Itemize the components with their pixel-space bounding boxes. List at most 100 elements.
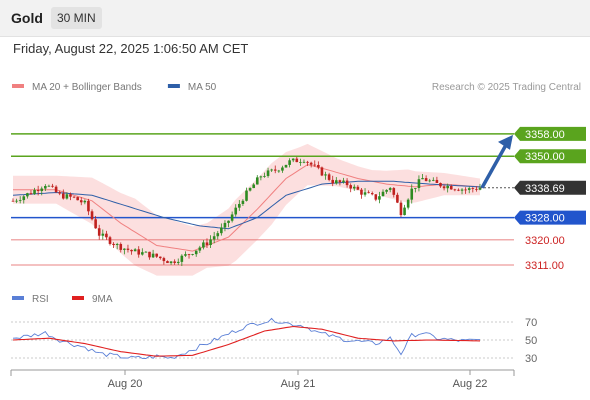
rsi-line — [12, 317, 481, 359]
candle-body — [87, 200, 90, 212]
candle-body — [223, 222, 227, 228]
candle-body — [105, 233, 108, 238]
candle-body — [410, 188, 414, 200]
candle-body — [15, 200, 18, 202]
candle-body — [176, 261, 180, 263]
candle-body — [403, 207, 406, 216]
candle-body — [126, 248, 130, 250]
candle-body — [449, 185, 453, 190]
candle-body — [79, 200, 83, 203]
candle-body — [435, 179, 439, 183]
candle-body — [255, 177, 259, 185]
candle-body — [360, 189, 363, 195]
rsi-legend-label-rsi: RSI — [32, 294, 49, 305]
candle-body — [76, 197, 79, 201]
level-label-3358.00: 3358.00 — [525, 129, 565, 141]
candle-body — [478, 187, 482, 190]
level-label-3328.00: 3328.00 — [525, 213, 565, 225]
x-tick-label: Aug 22 — [453, 378, 488, 390]
candle-body — [108, 237, 112, 244]
candle-body — [421, 178, 424, 180]
candle-body — [281, 167, 284, 171]
candle-body — [47, 185, 51, 187]
candle-body — [61, 193, 65, 199]
candle-body — [97, 228, 101, 236]
candle-body — [166, 261, 169, 264]
candle-body — [464, 189, 467, 191]
candle-body — [158, 256, 162, 259]
candle-body — [238, 203, 241, 208]
rsi-legend-swatch-rsi — [12, 296, 24, 300]
candle-body — [291, 158, 295, 161]
candle-body — [112, 243, 115, 245]
candle-body — [327, 174, 331, 180]
candle-body — [198, 247, 202, 251]
candle-body — [338, 180, 342, 183]
candle-body — [58, 192, 61, 194]
candle-body — [284, 164, 288, 168]
candle-body — [83, 200, 87, 203]
candle-body — [263, 175, 266, 177]
rsi-ma-line — [12, 325, 481, 357]
candle-body — [141, 252, 144, 255]
candle-body — [453, 189, 457, 191]
candle-body — [309, 162, 313, 165]
candle-body — [115, 244, 119, 245]
level-tag-3328.00 — [514, 210, 586, 225]
candle-body — [205, 242, 209, 246]
candle-body — [378, 196, 381, 200]
candle-body — [202, 242, 205, 248]
rsi-tick-50: 50 — [525, 335, 537, 347]
candle-body — [137, 249, 141, 255]
projection-arrow-head — [498, 134, 513, 150]
candle-body — [417, 179, 421, 189]
candle-body — [11, 200, 15, 202]
candle-body — [457, 189, 460, 191]
candle-body — [331, 179, 335, 184]
candle-body — [101, 233, 105, 236]
legend-label-ma20: MA 20 + Bollinger Bands — [32, 82, 142, 93]
candle-body — [245, 190, 248, 201]
candle-body — [374, 194, 378, 200]
ma20-line — [13, 164, 481, 252]
candle-body — [302, 161, 306, 163]
candle-body — [26, 193, 29, 197]
candle-body — [151, 253, 155, 258]
candle-body — [123, 248, 126, 250]
candle-body — [209, 239, 212, 246]
level-label-3311.00: 3311.00 — [525, 260, 564, 272]
candle-body — [252, 184, 255, 189]
candle-body — [428, 180, 432, 182]
candle-body — [216, 233, 220, 237]
candle-body — [180, 255, 184, 262]
bollinger-band — [13, 143, 480, 276]
candle-body — [335, 180, 338, 184]
candle-body — [370, 193, 374, 195]
candle-body — [385, 189, 388, 192]
credit-text: Research © 2025 Trading Central — [432, 82, 581, 93]
candle-body — [446, 185, 449, 189]
level-tag-3350.00 — [514, 149, 586, 164]
candle-body — [392, 188, 396, 195]
candle-body — [467, 188, 471, 190]
x-tick-label: Aug 21 — [281, 378, 316, 390]
candle-body — [133, 249, 137, 252]
chart-datetime: Friday, August 22, 2025 1:06:50 AM CET — [13, 41, 249, 56]
candle-body — [72, 196, 76, 198]
x-tick-label: Aug 20 — [108, 378, 143, 390]
candle-body — [248, 188, 252, 191]
candle-body — [299, 161, 302, 163]
candle-body — [69, 194, 72, 197]
candle-body — [475, 188, 478, 190]
projection-arrow — [480, 144, 508, 189]
last-price-label: 3338.69 — [525, 183, 565, 195]
candle-body — [288, 160, 291, 165]
candle-body — [54, 186, 58, 193]
candle-body — [471, 188, 475, 189]
candle-body — [306, 161, 309, 163]
timeframe-button[interactable]: 30 MIN — [51, 7, 102, 29]
candle-body — [342, 180, 345, 183]
candle-body — [33, 190, 36, 195]
candle-body — [317, 164, 320, 168]
